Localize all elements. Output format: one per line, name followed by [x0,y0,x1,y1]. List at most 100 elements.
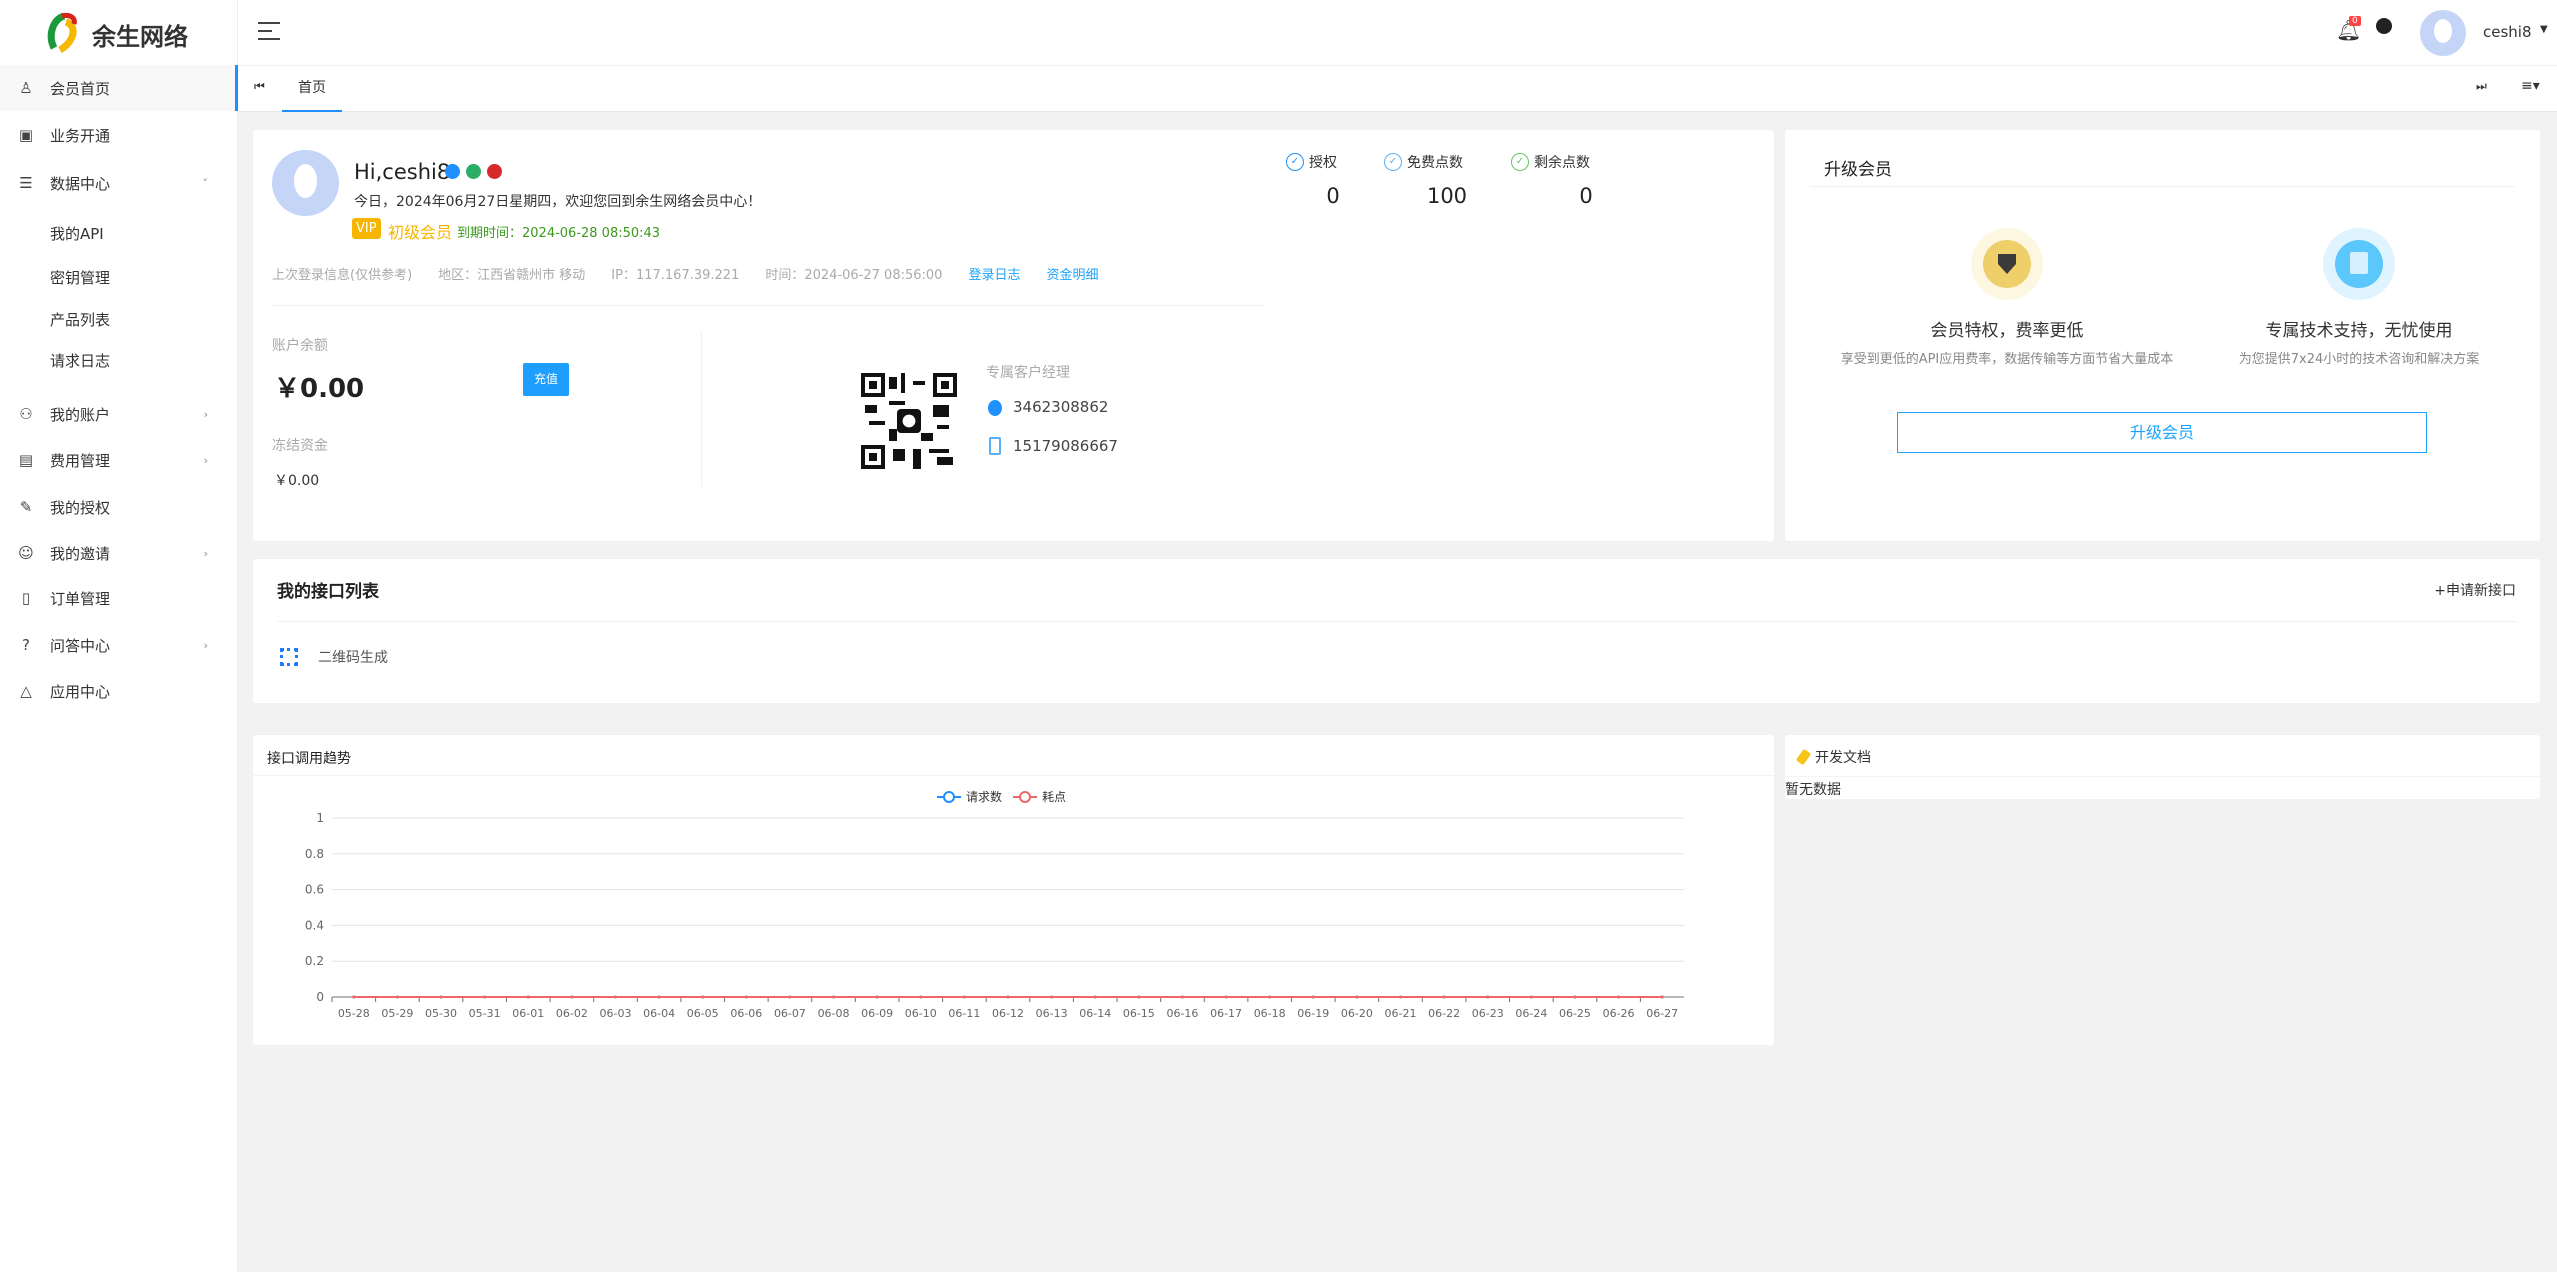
data-point [1093,995,1097,999]
sidebar-item-label: 密钥管理 [50,268,111,287]
qq-icon[interactable] [445,164,460,179]
legend-label[interactable]: 请求数 [966,789,1002,804]
sidebar: 余生网络 ♙ 会员首页 ▣ 业务开通 ☰ 数据中心 ˅ 我的API 密钥管理产品列表 请求日志 ⚇ 我… [0,0,238,1272]
x-tick-label: 06-06 [730,1007,762,1020]
feature-desc: 为您提供7x24小时的技术咨询和解决方案 [2238,352,2480,367]
login-time: 时间：2024-06-27 08:56:00 [765,268,943,283]
x-tick-label: 06-05 [687,1007,719,1020]
expire-time: 到期时间：2024-06-28 08:50:43 [457,226,661,241]
data-point [875,995,879,999]
sidebar-item[interactable]: ? 问答中心 › [0,622,238,668]
login-log-link[interactable]: 登录日志 [968,268,1021,283]
sidebar-item[interactable]: ☺ 我的邀请 › [0,530,238,576]
logo-icon [47,12,77,54]
sidebar-item[interactable]: ▤ 费用管理 › [0,437,238,483]
x-tick-label: 06-01 [512,1007,544,1020]
sidebar-item[interactable]: 产品列表 [0,296,238,342]
y-tick-label: 0.8 [305,847,324,861]
x-tick-label: 06-09 [861,1007,893,1020]
y-tick-label: 1 [316,811,324,825]
api-item[interactable]: 二维码生成 [280,647,388,667]
data-point [1137,995,1141,999]
data-point [701,995,705,999]
user-icon: ♙ [19,79,33,97]
sidebar-item[interactable]: 我的API [0,210,238,256]
divider [701,331,702,486]
upgrade-button[interactable]: 升级会员 [1897,412,2427,453]
x-tick-label: 05-31 [469,1007,501,1020]
book-support-icon [2323,228,2395,300]
x-tick-label: 06-25 [1559,1007,1591,1020]
login-ip: IP：117.167.39.221 [611,268,740,283]
data-point [1617,995,1621,999]
sidebar-item-label: 我的邀请 [50,544,111,563]
data-point [526,995,530,999]
notification-badge: 0 [2349,16,2361,26]
logo[interactable]: 余生网络 [0,0,238,66]
data-point [1180,995,1184,999]
x-tick-label: 06-18 [1254,1007,1286,1020]
sidebar-item[interactable]: ⚇ 我的账户 › [0,391,238,437]
data-point [1268,995,1272,999]
scroll-left-icon[interactable]: ⏮ [254,79,265,93]
data-point [439,995,443,999]
trend-chart: 0 0.2 0.4 0.6 0.8 1 05-28 05-29 05-30 05-31 06-01 0… [305,789,1684,1020]
caret-down-icon[interactable]: ▼ [2540,24,2548,35]
x-tick-label: 06-12 [992,1007,1024,1020]
api-list-title: 我的接口列表 [277,582,379,602]
sidebar-item-label: 数据中心 [50,174,111,193]
chevron-right-icon: › [203,407,208,421]
menu-toggle-icon[interactable] [258,22,280,40]
x-tick-label: 06-14 [1079,1007,1111,1020]
stat-icon: ✓ [1286,153,1304,171]
data-point [1006,995,1010,999]
recharge-button[interactable]: 充值 [523,363,569,396]
fund-detail-link[interactable]: 资金明细 [1046,268,1099,283]
sidebar-item[interactable]: ♙ 会员首页 [0,65,238,111]
data-point [1486,995,1490,999]
qq-icon [988,400,1002,416]
x-tick-label: 06-02 [556,1007,588,1020]
x-tick-label: 06-20 [1341,1007,1373,1020]
x-tick-label: 06-03 [599,1007,631,1020]
frozen-value: ￥0.00 [274,473,320,489]
tab-home[interactable]: 首页 [282,66,342,112]
stat-label: ✓ 授权 [1286,152,1337,172]
feature-desc: 享受到更低的API应用费率，数据传输等方面节省大量成本 [1840,352,2174,367]
trend-chart-card: 接口调用趋势 0 0.2 0.4 0.6 0.8 1 05-28 05-29 05-30 05-3… [253,735,1774,1045]
data-point [1399,995,1403,999]
frozen-label: 冻结资金 [272,438,328,454]
last-login-label: 上次登录信息(仅供参考) [272,268,413,283]
y-tick-label: 0 [316,990,324,1004]
stat-label-text: 剩余点数 [1534,155,1590,171]
manager-title: 专属客户经理 [986,365,1070,381]
sidebar-item-label: 我的授权 [50,498,111,517]
sidebar-item-label: 应用中心 [50,682,111,701]
tab-menu-icon[interactable]: ≡▾ [2521,78,2540,94]
x-tick-label: 06-24 [1515,1007,1547,1020]
palette-icon[interactable] [2376,18,2392,34]
x-tick-label: 06-23 [1472,1007,1504,1020]
wechat-icon[interactable] [466,164,481,179]
stat-value: 100 [1426,184,1468,208]
data-point [962,995,966,999]
sidebar-item[interactable]: △ 应用中心 [0,668,238,714]
avatar[interactable] [2420,10,2466,56]
x-tick-label: 06-27 [1646,1007,1678,1020]
sidebar-item[interactable]: ✎ 我的授权 [0,484,238,530]
scroll-right-icon[interactable]: ⏭ [2476,79,2487,93]
sidebar-item[interactable]: ▣ 业务开通 [0,112,238,158]
weibo-icon[interactable] [487,164,502,179]
x-tick-label: 06-17 [1210,1007,1242,1020]
upgrade-card: 升级会员 会员特权，费率更低 享受到更低的API应用费率，数据传输等方面节省大量… [1785,130,2540,541]
sidebar-item[interactable]: 请求日志 [0,337,238,383]
x-tick-label: 06-11 [948,1007,980,1020]
legend-label[interactable]: 耗点 [1042,790,1066,804]
calendar-icon: ▣ [18,126,34,144]
apply-api-button[interactable]: +申请新接口 [2434,583,2516,599]
sidebar-item[interactable]: ☰ 数据中心 ˅ [0,160,238,206]
sidebar-item[interactable]: ▯ 订单管理 [0,575,238,621]
data-point [1311,995,1315,999]
sidebar-item[interactable]: 密钥管理 [0,254,238,300]
username[interactable]: ceshi8 [2483,23,2532,41]
